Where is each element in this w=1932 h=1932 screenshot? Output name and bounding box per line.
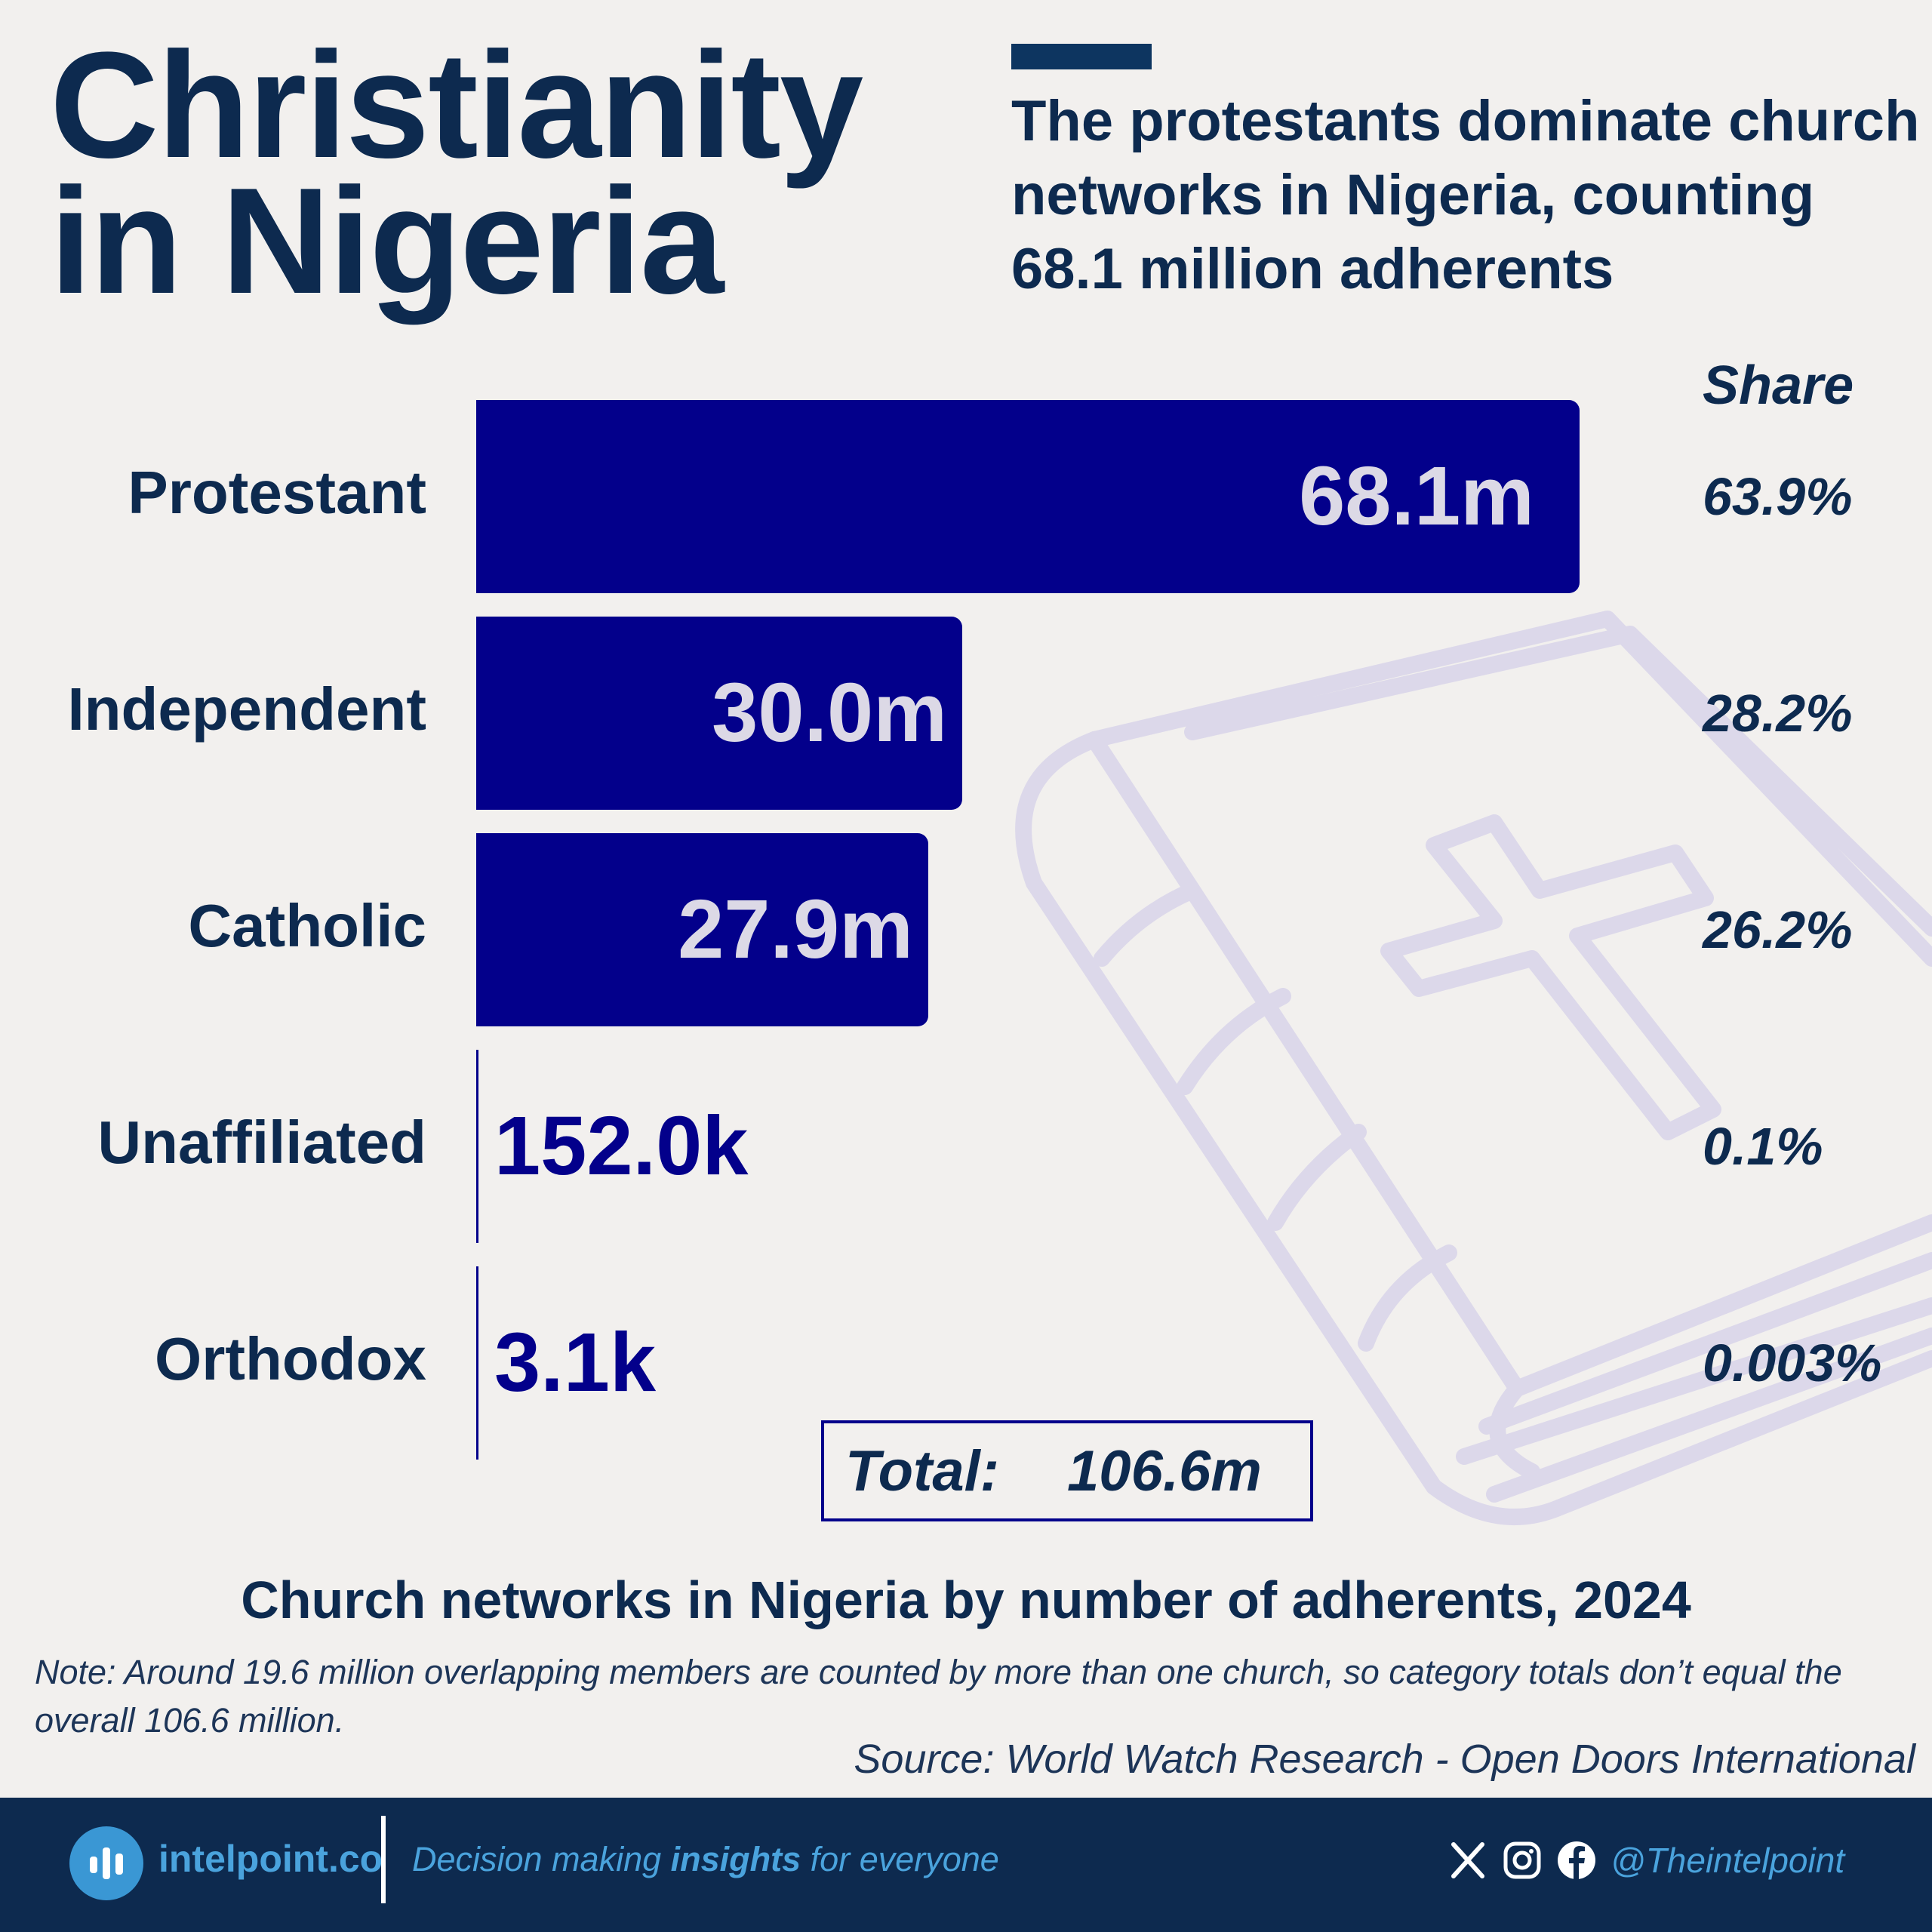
bar — [476, 617, 963, 810]
footnote: Note: Around 19.6 million overlapping me… — [35, 1653, 1842, 1740]
tagline-suffix: for everyone — [801, 1840, 999, 1878]
tagline-emphasis: insights — [670, 1840, 801, 1878]
total-label: Total: — [845, 1438, 1000, 1503]
share-value: 28.2% — [1703, 684, 1853, 743]
subtitle: The protestants dominate church networks… — [1011, 89, 1920, 301]
category-label: Protestant — [128, 459, 426, 526]
tagline-prefix: Decision making — [412, 1840, 671, 1878]
total-box: Total: 106.6m — [821, 1420, 1313, 1521]
bar — [476, 1266, 478, 1460]
footer-bar: intelpoint.co Decision making insights f… — [0, 1798, 1932, 1932]
title-line-2: in Nigeria — [50, 157, 724, 325]
footer-divider — [381, 1816, 386, 1903]
bible-illustration-icon — [1015, 611, 1932, 1525]
value-label: 27.9m — [678, 883, 913, 976]
source-credit: Source: World Watch Research - Open Door… — [854, 1737, 1915, 1782]
category-label: Catholic — [188, 892, 426, 959]
tagline: Decision making insights for everyone — [412, 1840, 999, 1879]
category-label: Unaffiliated — [97, 1109, 426, 1176]
category-label: Independent — [67, 675, 426, 743]
bar — [476, 400, 1580, 593]
accent-rule — [1011, 44, 1152, 69]
value-label: 68.1m — [1299, 450, 1534, 543]
bar — [476, 833, 928, 1026]
x-icon[interactable] — [1447, 1840, 1488, 1881]
brand-link[interactable]: intelpoint.co — [158, 1838, 383, 1880]
title-line-1: Christianity — [50, 21, 863, 189]
instagram-icon[interactable] — [1502, 1840, 1543, 1881]
value-label: 3.1k — [494, 1316, 657, 1409]
share-value: 26.2% — [1703, 900, 1853, 959]
share-value: 0.1% — [1703, 1117, 1823, 1176]
share-value: 63.9% — [1703, 467, 1853, 526]
chart-title: Church networks in Nigeria by number of … — [241, 1571, 1691, 1629]
share-value: 0.003% — [1703, 1334, 1882, 1392]
category-label: Orthodox — [155, 1325, 426, 1392]
value-label: 30.0m — [712, 666, 948, 759]
facebook-icon[interactable] — [1556, 1840, 1597, 1881]
value-label: 152.0k — [494, 1100, 749, 1192]
total-value: 106.6m — [1067, 1438, 1262, 1503]
page-title: Christianity in Nigeria — [50, 21, 863, 325]
share-column-header: Share — [1703, 355, 1854, 416]
logo-icon — [69, 1826, 143, 1900]
social-handle[interactable]: @Theintelpoint — [1611, 1841, 1845, 1880]
bar — [476, 1050, 479, 1243]
